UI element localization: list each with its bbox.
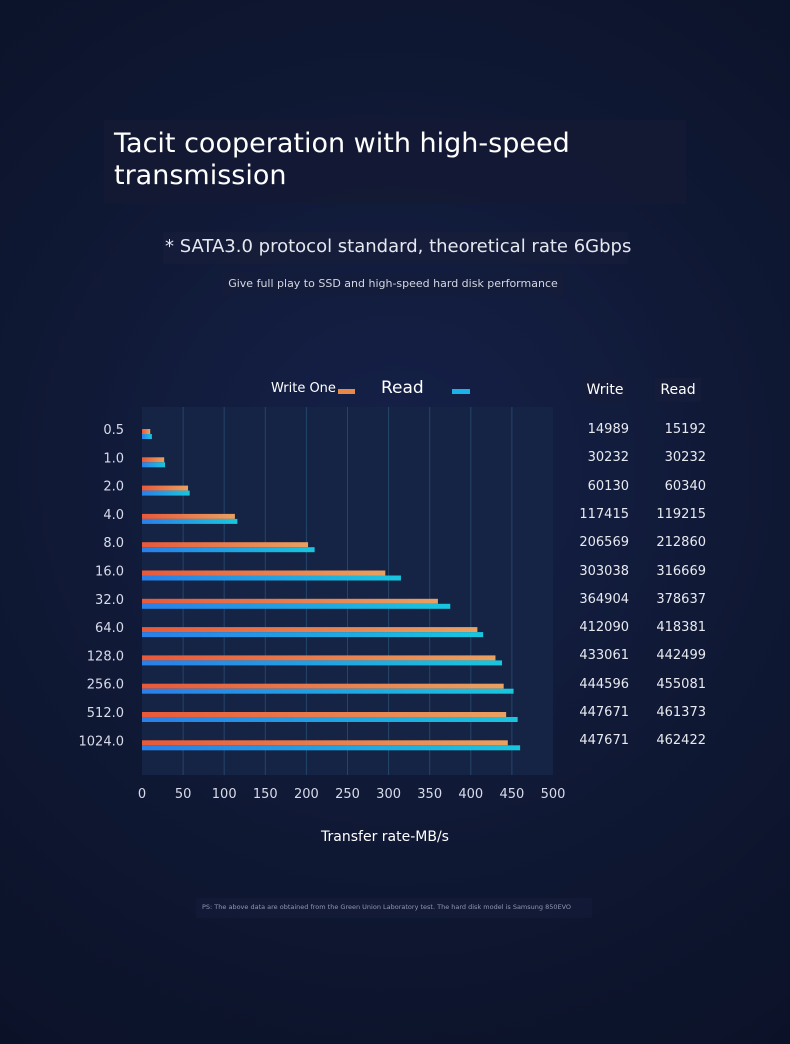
bar-read [142,575,401,581]
bar-write [142,429,151,434]
bar-read [142,603,451,609]
table-write-header: Write [584,378,626,402]
write-value-cell: 117415 [579,506,629,522]
bar-read [142,688,514,694]
read-value-cell: 316669 [656,563,706,579]
bar-read [142,547,315,553]
bar-write [142,598,438,604]
legend-read-swatch [452,389,470,394]
footnote-panel: PS: The above data are obtained from the… [196,898,592,918]
y-tick-label: 2.0 [103,480,124,495]
bar-read [142,660,503,666]
page-title: Tacit cooperation with high-speed transm… [114,128,570,191]
write-value-cell: 433061 [579,648,629,664]
y-tick-label: 4.0 [103,508,124,523]
read-value-cell: 378637 [656,591,706,607]
bar-read [142,490,190,496]
read-value-cell: 30232 [664,450,706,466]
legend-write-swatch [338,389,355,394]
write-value-cell: 444596 [579,676,629,692]
write-value-cell: 412090 [579,620,629,636]
tagline-panel: Give full play to SSD and high-speed har… [223,273,563,295]
x-tick-label: 500 [541,787,566,802]
bar-write [142,655,496,661]
bar-write [142,627,478,633]
read-value-cell: 212860 [656,535,706,551]
legend-write-label: Write One [271,381,336,396]
x-tick-label: 50 [175,787,192,802]
read-value-cell: 442499 [656,648,706,664]
y-tick-label: 8.0 [103,536,124,551]
y-tick-label: 1.0 [103,451,124,466]
bar-read [142,462,166,468]
x-tick-label: 400 [458,787,483,802]
table-read-header: Read [655,378,701,402]
write-value-cell: 206569 [579,535,629,551]
page-subtitle: * SATA3.0 protocol standard, theoretical… [165,236,632,257]
y-tick-label: 1024.0 [79,734,125,749]
y-tick-label: 64.0 [95,621,124,636]
read-value-cell: 462422 [656,733,706,749]
bar-read [142,745,521,751]
y-tick-label: 16.0 [95,565,124,580]
x-tick-label: 150 [253,787,278,802]
read-value-cell: 461373 [656,705,706,720]
bar-write [142,542,309,548]
bar-read [142,717,518,722]
y-tick-label: 128.0 [87,649,124,664]
bar-read [142,518,238,524]
write-value-cell: 60130 [587,478,629,494]
read-value-cell: 119215 [656,506,706,522]
bar-write [142,570,386,576]
x-tick-label: 0 [138,787,146,802]
x-tick-label: 100 [212,787,237,802]
x-tick-label: 350 [417,787,442,802]
read-value-cell: 418381 [656,620,706,636]
x-tick-label: 200 [294,787,319,802]
title-panel: Tacit cooperation with high-speed transm… [104,120,686,204]
x-axis-label: Transfer rate-MB/s [321,829,449,845]
subtitle-panel: * SATA3.0 protocol standard, theoretical… [163,232,632,264]
read-value-cell: 455081 [656,676,706,692]
y-tick-label: 0.5 [103,423,124,438]
tagline: Give full play to SSD and high-speed har… [228,277,558,290]
x-tick-label: 250 [335,787,360,802]
write-value-cell: 30232 [587,450,629,466]
read-value-cell: 60340 [664,478,706,494]
write-value-cell: 14989 [587,422,629,437]
legend-read-label: Read [381,378,424,398]
bar-write [142,683,504,689]
bar-write [142,712,507,717]
bar-write [142,513,235,519]
x-tick-label: 450 [499,787,524,802]
y-tick-label: 32.0 [95,593,124,608]
bar-read [142,434,152,439]
bar-write [142,457,165,463]
y-tick-label: 512.0 [87,706,124,721]
read-value-cell: 15192 [664,422,706,437]
write-value-cell: 447671 [579,733,629,749]
bar-read [142,632,484,638]
footnote: PS: The above data are obtained from the… [202,903,572,911]
bar-write [142,485,189,491]
y-tick-label: 256.0 [87,678,124,693]
write-value-cell: 303038 [579,563,629,579]
x-tick-label: 300 [376,787,401,802]
bar-write [142,740,508,746]
write-value-cell: 364904 [579,591,629,607]
write-value-cell: 447671 [579,705,629,720]
